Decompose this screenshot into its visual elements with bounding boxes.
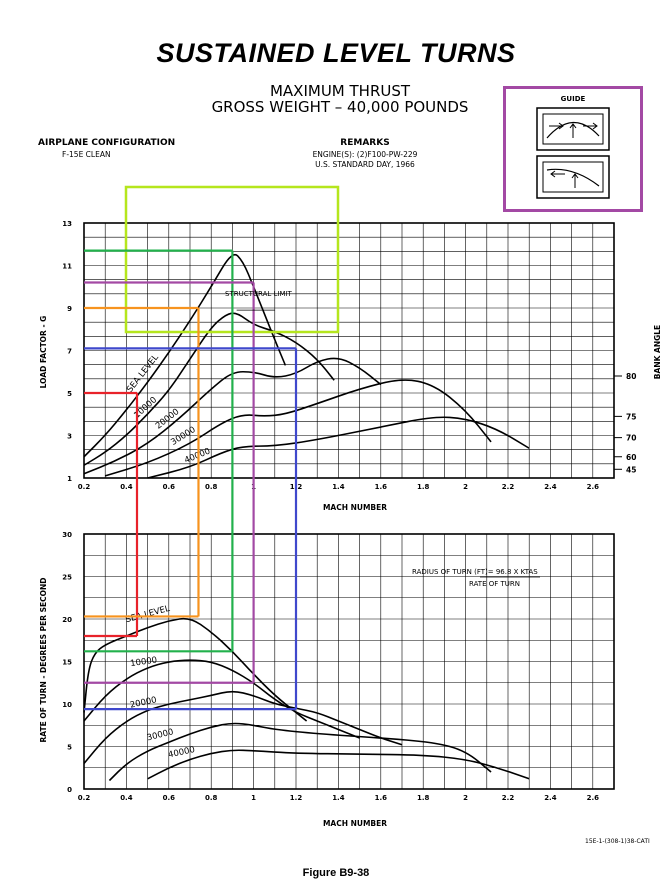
x-tick-label: 1.6 <box>375 483 388 491</box>
bottom-y-axis-label: RATE OF TURN - DEGREES PER SECOND <box>39 577 48 742</box>
load-factor-chart: 0.20.40.60.811.21.41.61.822.22.42.613579… <box>62 220 636 491</box>
series-line-10000 <box>83 312 335 466</box>
x-tick-label: 2.4 <box>544 483 557 491</box>
x-tick-label: 2.4 <box>544 794 557 802</box>
y-tick-label: 5 <box>67 744 72 752</box>
document-code: 15E-1-(308-1)38-CATI <box>585 838 650 845</box>
x-tick-label: 2.2 <box>502 794 515 802</box>
guide-label: GUIDE <box>561 95 586 103</box>
guide-arrow-right-icon <box>549 122 564 130</box>
remarks-label: REMARKS <box>340 138 390 148</box>
bank-angle-axis-label: BANK ANGLE <box>653 325 662 379</box>
x-tick-label: 0.4 <box>120 794 133 802</box>
x-tick-label: 1.8 <box>417 483 430 491</box>
radius-formula-bottom: RATE OF TURN <box>469 580 520 588</box>
series-line-30000 <box>104 379 492 477</box>
series-label: 30000 <box>169 425 197 448</box>
remarks-engine: ENGINE(S): (2)F100-PW-229 <box>312 150 418 159</box>
x-tick-label: 1 <box>251 794 256 802</box>
series-line-sea-level <box>83 617 308 722</box>
y-tick-label: 3 <box>67 433 72 441</box>
guide-arrow-right-2-icon <box>583 122 598 130</box>
guide-panel-bottom-inner <box>542 161 604 193</box>
series-line-sea-level <box>83 253 287 458</box>
x-tick-label: 1.4 <box>332 794 345 802</box>
series-line-10000 <box>83 659 360 739</box>
y-tick-label: 25 <box>62 574 72 582</box>
y-tick-label: 13 <box>62 220 72 228</box>
x-tick-label: 0.8 <box>205 483 218 491</box>
x-tick-label: 2.6 <box>587 794 600 802</box>
x-tick-label: 2 <box>463 483 468 491</box>
rate-of-turn-chart: 0.2 0.4 0.6 0.8 1 1.2 1.4 1.6 1.8 2 2.2 2.4 2.6 0 5 10 1… <box>62 531 615 802</box>
guide-curve-bottom <box>546 168 600 187</box>
x-tick-label: 0.8 <box>205 794 218 802</box>
bank-angle-label: 60 <box>626 453 636 462</box>
x-tick-label: 2.2 <box>502 483 515 491</box>
x-tick-label: 0.6 <box>163 483 176 491</box>
y-tick-label: 7 <box>67 348 72 356</box>
guide-panel-bottom <box>536 155 610 199</box>
bank-angle-label: 75 <box>626 412 636 421</box>
top-x-axis-label: MACH NUMBER <box>323 503 387 512</box>
bank-angle-label: 80 <box>626 372 636 381</box>
series-label: 40000 <box>167 745 196 760</box>
series-line-30000 <box>108 722 492 782</box>
subtitle-weight: GROSS WEIGHT – 40,000 POUNDS <box>211 98 469 116</box>
bank-angle-label: 70 <box>626 434 636 443</box>
y-tick-label: 0 <box>67 786 72 794</box>
config-label: AIRPLANE CONFIGURATION <box>38 138 176 148</box>
bank-angle-label: 45 <box>626 465 636 474</box>
series-line-20000 <box>83 357 382 475</box>
guide-curve-top <box>546 121 600 139</box>
guide-panel-top <box>536 107 610 151</box>
x-tick-label: 1.8 <box>417 794 430 802</box>
y-tick-label: 30 <box>62 531 72 539</box>
y-tick-label: 9 <box>67 305 72 313</box>
x-tick-label: 2 <box>463 794 468 802</box>
x-tick-label: 2.6 <box>587 483 600 491</box>
plot-frame <box>83 222 615 479</box>
bottom-x-axis-label: MACH NUMBER <box>323 819 387 828</box>
series-line-40000 <box>147 749 530 780</box>
subtitle-thrust: MAXIMUM THRUST <box>269 82 411 100</box>
x-tick-label: 0.2 <box>78 483 91 491</box>
guide-arrow-up-2-icon <box>571 173 579 188</box>
guide-box: GUIDE <box>503 86 643 212</box>
y-tick-label: 11 <box>62 263 72 271</box>
x-tick-label: 1.2 <box>290 794 303 802</box>
figure-caption: Figure B9-38 <box>302 867 370 879</box>
guide-panel-top-inner <box>542 113 604 145</box>
page-title: SUSTAINED LEVEL TURNS <box>156 38 516 68</box>
reading-overlays <box>84 185 340 711</box>
plot-frame <box>83 533 615 790</box>
x-tick-label: 1.4 <box>332 483 345 491</box>
series-line-20000 <box>83 690 403 765</box>
structural-limit-label: STRUCTURAL LIMIT <box>225 290 293 298</box>
guide-arrow-up-icon <box>569 123 577 138</box>
x-tick-label: 1.6 <box>375 794 388 802</box>
top-y-axis-label: LOAD FACTOR - G <box>39 316 48 389</box>
remarks-day: U.S. STANDARD DAY, 1966 <box>315 160 415 169</box>
y-tick-label: 20 <box>62 616 72 624</box>
y-tick-label: 5 <box>67 390 72 398</box>
x-tick-label: 0.4 <box>120 483 133 491</box>
config-value: F-15E CLEAN <box>62 150 111 159</box>
y-tick-label: 1 <box>67 475 72 483</box>
guide-arrow-left-icon <box>550 170 565 178</box>
y-tick-label: 15 <box>62 659 72 667</box>
chart-labels: MACH NUMBER LOAD FACTOR - G BANK ANGLE M… <box>39 290 662 828</box>
x-tick-label: 0.6 <box>163 794 176 802</box>
y-tick-label: 10 <box>62 701 72 709</box>
radius-formula-top: RADIUS OF TURN (FT)= 96.8 X KTAS <box>412 568 538 576</box>
x-tick-label: 0.2 <box>78 794 91 802</box>
series-label: 10000 <box>130 655 158 669</box>
